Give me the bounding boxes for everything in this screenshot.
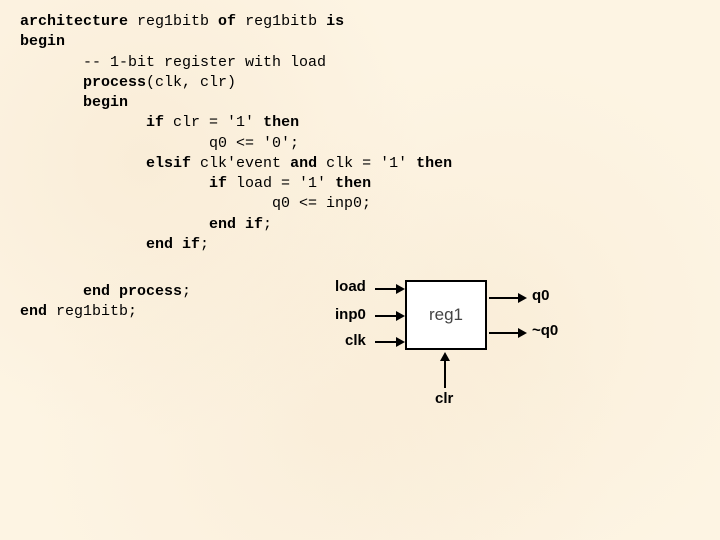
port-q0: q0 [532,287,550,304]
arrow-q0-head [518,293,527,303]
arrow-nq0-head [518,328,527,338]
arrow-load-line [375,288,397,290]
vhdl-code-end: end process; end reg1bitb; [20,282,191,323]
arrow-nq0-line [489,332,519,334]
kw-endif1: end if [209,216,263,233]
kw-if: if [146,114,164,131]
arrow-q0-line [489,297,519,299]
arrow-load-head [396,284,405,294]
kw-if2: if [209,175,227,192]
kw-then2: then [416,155,452,172]
kw-is: is [326,13,344,30]
arrow-clk-line [375,341,397,343]
arrow-clr-head [440,352,450,361]
reg1-block: reg1 [405,280,487,350]
port-clr: clr [435,390,453,407]
kw-begin: begin [20,33,65,50]
kw-elsif: elsif [146,155,191,172]
arrow-clk-head [396,337,405,347]
kw-then3: then [335,175,371,192]
port-clk: clk [345,332,366,349]
kw-begin2: begin [83,94,128,111]
kw-and: and [290,155,317,172]
kw-process: process [83,74,146,91]
port-load: load [335,278,366,295]
kw-endprocess: end process [83,283,182,300]
arrow-clr-line [444,360,446,388]
kw-end: end [20,303,56,320]
comment-line: -- 1-bit register with load [20,54,326,71]
port-nq0: ~q0 [532,322,558,339]
kw-of: of [218,13,236,30]
kw-architecture: architecture [20,13,128,30]
arrow-inp0-head [396,311,405,321]
kw-then: then [263,114,299,131]
arrow-inp0-line [375,315,397,317]
kw-endif2: end if [146,236,200,253]
vhdl-code: architecture reg1bitb of reg1bitb is beg… [20,12,452,255]
port-inp0: inp0 [335,306,366,323]
